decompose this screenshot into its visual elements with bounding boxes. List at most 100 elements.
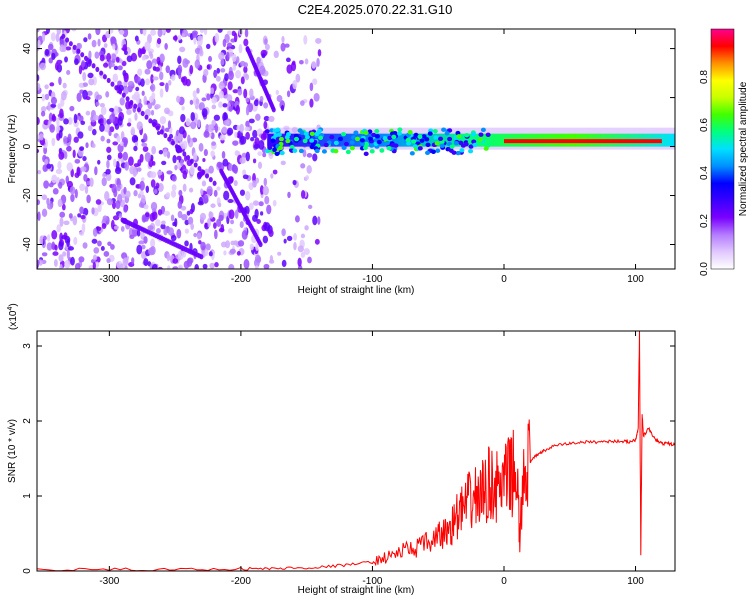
spectrogram-noise-cell <box>66 180 74 189</box>
snr-frame <box>36 330 676 572</box>
spectrogram-noise-cell <box>193 35 197 45</box>
spectrogram-noise-cell <box>124 161 130 171</box>
spectrogram-streak-cell <box>186 154 191 161</box>
spectrogram-noise-cell <box>179 46 186 53</box>
spectrogram-noise-cell <box>144 212 150 218</box>
spectrogram-noise-cell <box>268 115 275 123</box>
spectrogram-noise-cell <box>126 55 133 63</box>
spectrogram-noise-cell <box>133 135 139 143</box>
spectrogram-streak-cell <box>189 158 194 164</box>
spectrogram-noise-cell <box>147 102 153 110</box>
spectrogram-noise-cell <box>286 90 291 98</box>
spectrogram-noise-cell <box>182 170 188 180</box>
spectrogram-noise-cell <box>256 256 262 264</box>
spectrogram-noise-cell <box>141 142 148 147</box>
spectrogram-noise-cell <box>142 29 147 36</box>
spectrogram-noise-cell <box>146 60 153 70</box>
spectrogram-noise-cell <box>167 120 172 130</box>
spectrogram-noise-cell <box>214 123 218 134</box>
spectrogram-band-cell <box>455 150 461 156</box>
spectrogram-noise-cell <box>41 252 48 257</box>
spectrogram-noise-cell <box>266 204 272 215</box>
spectrogram-noise-cell <box>206 43 211 50</box>
spectrogram-streak-cell <box>167 136 172 142</box>
spectrogram-noise-cell <box>218 214 224 222</box>
spectrogram-band-cell <box>444 131 450 136</box>
spectrogram-noise-cell <box>228 209 235 220</box>
spectrogram-noise-cell <box>257 161 263 169</box>
spectrogram-noise-cell <box>97 38 101 47</box>
spectrogram-noise-cell <box>106 257 111 264</box>
spectrogram-noise-cell <box>92 143 96 148</box>
spectrogram-noise-cell <box>103 251 110 257</box>
spectrogram-noise-cell <box>235 104 241 115</box>
spectrogram-band-cell <box>425 142 431 148</box>
spectrogram-streak-cell <box>110 81 115 87</box>
spectrogram-noise-cell <box>43 180 50 189</box>
spectrogram-noise-cell <box>199 29 205 34</box>
spectrogram-noise-cell <box>64 260 71 269</box>
spectrogram-band-cell <box>451 150 457 155</box>
spectrogram-noise-cell <box>170 189 177 198</box>
spectrogram-noise-cell <box>228 176 234 183</box>
snr-series-line <box>37 331 675 571</box>
spectrogram-band-cell <box>285 138 291 144</box>
spectrogram-noise-cell <box>190 111 195 122</box>
spectrogram-noise-cell <box>208 165 214 174</box>
spectrogram-noise-cell <box>300 251 306 258</box>
spectrogram-noise-cell <box>62 251 67 257</box>
spectrogram-noise-cell <box>210 150 215 158</box>
spectrogram-noise-cell <box>231 53 237 62</box>
spectrogram-noise-cell <box>189 165 195 175</box>
spectrogram-noise-cell <box>49 123 56 133</box>
spectrogram-streak-cell <box>95 66 100 73</box>
spectrogram-noise-cell <box>65 46 72 51</box>
spectrogram-noise-cell <box>179 126 185 135</box>
spectrogram-noise-cell <box>150 201 158 211</box>
spectrogram-noise-cell <box>306 165 312 174</box>
spectrogram-noise-cell <box>305 175 309 181</box>
spectrogram-noise-cell <box>272 199 277 207</box>
spectrogram-band-cell <box>478 132 484 137</box>
spectrogram-noise-cell <box>143 258 149 267</box>
spectrogram-noise-cell <box>150 74 154 84</box>
spectrogram-band-cell <box>480 127 486 133</box>
spectrogram-noise-cell <box>273 50 279 59</box>
spectrogram-noise-cell <box>134 112 138 121</box>
spectrogram-noise-cell <box>256 219 261 224</box>
spectrogram-noise-cell <box>92 128 97 136</box>
spectrogram-noise-cell <box>110 244 115 250</box>
spectrogram-noise-cell <box>125 100 131 110</box>
spectrogram-noise-cell <box>233 32 238 43</box>
snr-panel: -300 -200 -100 0 100 0 1 2 3 Height of straight… <box>7 303 676 596</box>
spectrogram-noise-cell <box>177 250 184 261</box>
spectrogram-band-cell <box>278 136 284 142</box>
spectrogram-noise-cell <box>137 193 142 199</box>
spectrogram-noise-cell <box>123 86 129 95</box>
spectrogram-noise-cell <box>259 65 266 75</box>
spectrogram-band-cell <box>316 128 322 134</box>
spectrogram-noise-cell <box>99 103 105 108</box>
spectrogram-noise-cell <box>149 212 156 222</box>
spectrogram-noise-cell <box>125 190 131 199</box>
spectrogram-noise-cell <box>220 68 226 73</box>
spectrogram-noise-cell <box>226 42 233 48</box>
spectrogram-noise-cell <box>207 217 211 228</box>
spectrogram-noise-cell <box>245 97 250 103</box>
spectrogram-noise-cell <box>166 170 173 175</box>
spectrogram-noise-cell <box>304 225 309 231</box>
spectrogram-noise-cell <box>150 171 157 179</box>
spectrogram-band-cell <box>304 134 310 140</box>
spectrogram-noise-cell <box>165 29 171 33</box>
spectrogram-noise-cell <box>208 211 214 219</box>
spectrogram-noise-cell <box>206 185 213 196</box>
spectrogram-noise-cell <box>149 53 154 59</box>
spectrogram-noise-cell <box>228 264 235 269</box>
spectrogram-noise-cell <box>222 38 227 48</box>
spectrogram-noise-cell <box>156 56 161 65</box>
spectrogram-noise-cell <box>111 201 117 210</box>
spectrogram-noise-cell <box>68 213 73 219</box>
spectrogram-noise-cell <box>303 35 308 45</box>
spectrogram-noise-cell <box>306 152 313 158</box>
spectrogram-noise-cell <box>100 106 107 116</box>
